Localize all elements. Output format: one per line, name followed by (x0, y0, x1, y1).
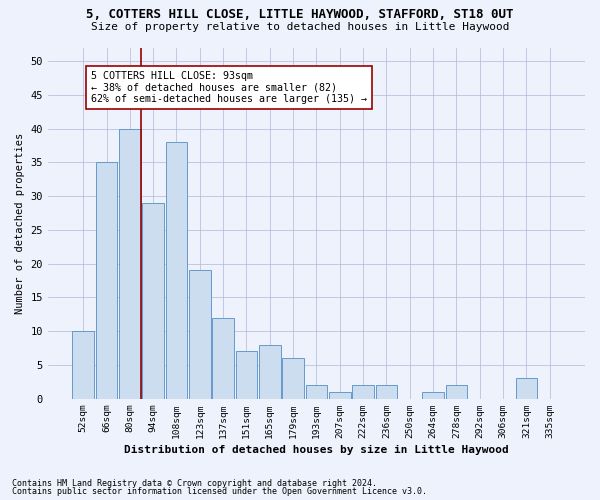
Bar (305, 385, 328, 398)
Text: Contains HM Land Registry data © Crown copyright and database right 2024.: Contains HM Land Registry data © Crown c… (12, 478, 377, 488)
Bar (515, 378, 537, 398)
Bar (95, 162, 118, 398)
Bar (329, 392, 350, 398)
Bar (422, 392, 444, 398)
X-axis label: Distribution of detached houses by size in Little Haywood: Distribution of detached houses by size … (124, 445, 509, 455)
Bar (119, 128, 140, 398)
Bar (73, 331, 94, 398)
Text: Size of property relative to detached houses in Little Haywood: Size of property relative to detached ho… (91, 22, 509, 32)
Bar (142, 203, 164, 398)
Text: 5, COTTERS HILL CLOSE, LITTLE HAYWOOD, STAFFORD, ST18 0UT: 5, COTTERS HILL CLOSE, LITTLE HAYWOOD, S… (86, 8, 514, 20)
Bar (212, 318, 234, 398)
Bar (236, 352, 257, 399)
Text: 5 COTTERS HILL CLOSE: 93sqm
← 38% of detached houses are smaller (82)
62% of sem: 5 COTTERS HILL CLOSE: 93sqm ← 38% of det… (91, 71, 367, 104)
Bar (352, 385, 374, 398)
Bar (376, 385, 397, 398)
Bar (189, 270, 211, 398)
Bar (282, 358, 304, 399)
Y-axis label: Number of detached properties: Number of detached properties (15, 132, 25, 314)
Bar (446, 385, 467, 398)
Bar (166, 142, 187, 399)
Text: Contains public sector information licensed under the Open Government Licence v3: Contains public sector information licen… (12, 487, 427, 496)
Bar (259, 344, 281, 399)
